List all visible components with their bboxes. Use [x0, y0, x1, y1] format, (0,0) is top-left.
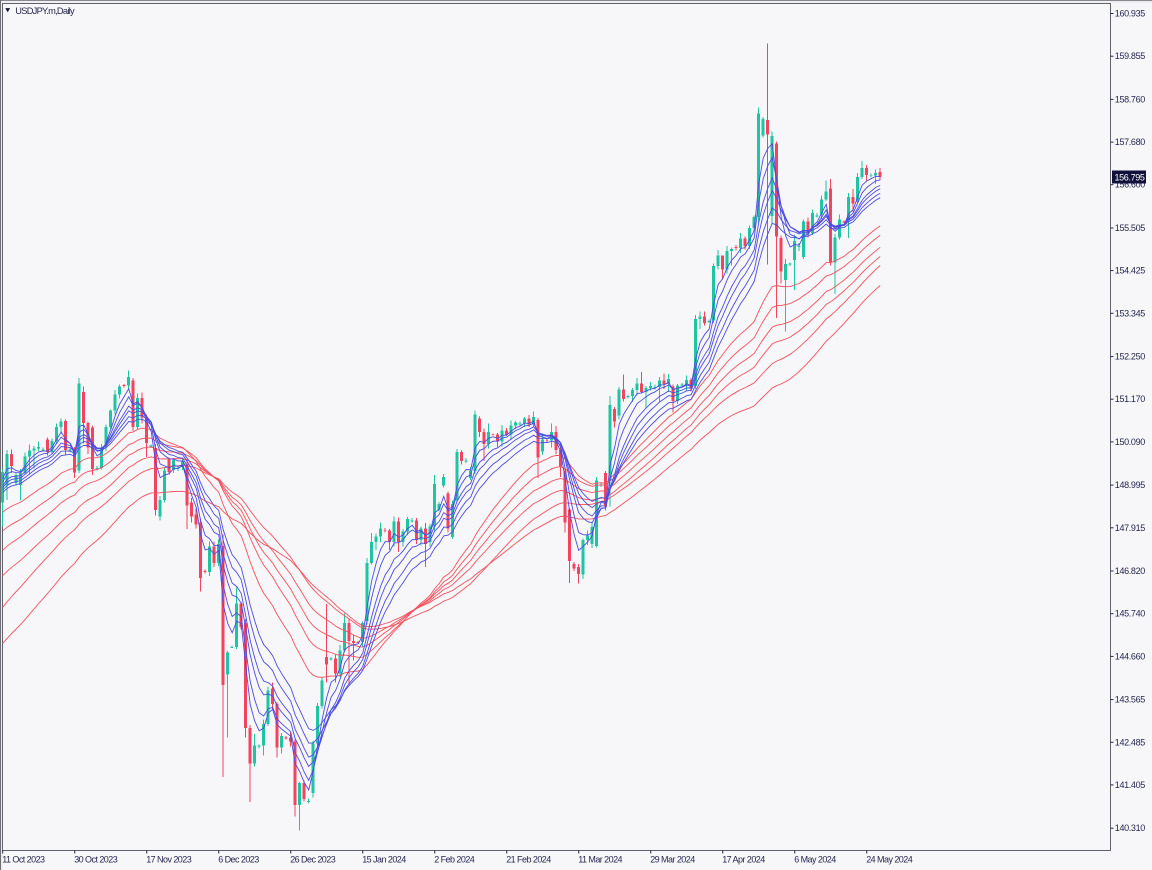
svg-text:156.600: 156.600 — [1115, 180, 1145, 190]
svg-text:156.795: 156.795 — [1115, 173, 1145, 183]
svg-text:152.250: 152.250 — [1115, 352, 1145, 362]
svg-text:151.170: 151.170 — [1115, 394, 1145, 404]
svg-text:143.565: 143.565 — [1115, 695, 1145, 705]
svg-text:146.820: 146.820 — [1115, 566, 1145, 576]
svg-text:154.425: 154.425 — [1115, 266, 1145, 276]
svg-text:6 Dec 2023: 6 Dec 2023 — [218, 854, 259, 864]
svg-text:159.855: 159.855 — [1115, 51, 1145, 61]
svg-text:141.405: 141.405 — [1115, 780, 1145, 790]
svg-text:155.505: 155.505 — [1115, 223, 1145, 233]
svg-text:147.915: 147.915 — [1115, 523, 1145, 533]
svg-text:2 Feb 2024: 2 Feb 2024 — [434, 854, 475, 864]
svg-text:USDJPY.m,Daily: USDJPY.m,Daily — [15, 6, 75, 16]
svg-text:160.935: 160.935 — [1115, 9, 1145, 19]
svg-text:17 Nov 2023: 17 Nov 2023 — [146, 854, 192, 864]
svg-text:142.485: 142.485 — [1115, 737, 1145, 747]
svg-text:24 May 2024: 24 May 2024 — [866, 854, 913, 864]
svg-text:11 Oct 2023: 11 Oct 2023 — [2, 854, 45, 864]
svg-text:140.310: 140.310 — [1115, 823, 1145, 833]
svg-text:15 Jan 2024: 15 Jan 2024 — [362, 854, 406, 864]
svg-text:21 Feb 2024: 21 Feb 2024 — [506, 854, 551, 864]
svg-text:157.680: 157.680 — [1115, 137, 1145, 147]
svg-text:145.740: 145.740 — [1115, 609, 1145, 619]
svg-text:11 Mar 2024: 11 Mar 2024 — [578, 854, 622, 864]
svg-text:30 Oct 2023: 30 Oct 2023 — [74, 854, 118, 864]
svg-text:17 Apr 2024: 17 Apr 2024 — [722, 854, 765, 864]
svg-text:153.345: 153.345 — [1115, 308, 1145, 318]
svg-text:148.995: 148.995 — [1115, 480, 1145, 490]
svg-text:6 May 2024: 6 May 2024 — [794, 854, 836, 864]
svg-text:26 Dec 2023: 26 Dec 2023 — [290, 854, 336, 864]
svg-text:144.660: 144.660 — [1115, 651, 1145, 661]
svg-text:158.760: 158.760 — [1115, 94, 1145, 104]
svg-text:29 Mar 2024: 29 Mar 2024 — [650, 854, 695, 864]
svg-text:150.090: 150.090 — [1115, 437, 1145, 447]
